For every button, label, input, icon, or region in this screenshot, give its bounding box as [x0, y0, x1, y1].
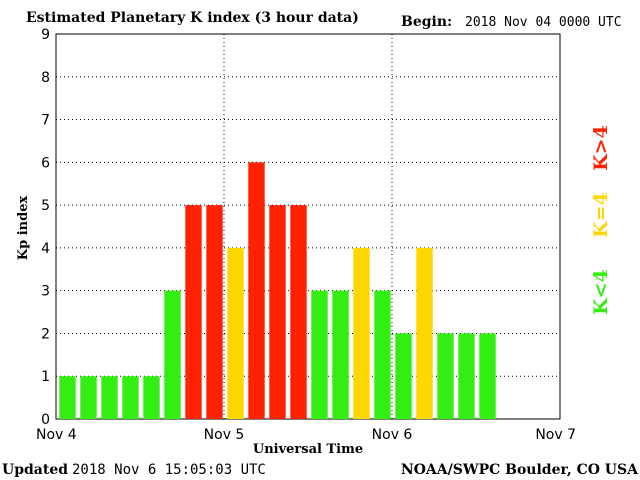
kp-bar: [185, 205, 202, 419]
y-tick-label: 2: [41, 326, 50, 342]
x-tick-label: Nov 7: [535, 427, 576, 443]
kp-bar: [59, 376, 76, 419]
grid-lines: [56, 34, 560, 419]
y-tick-label: 3: [41, 284, 50, 300]
y-axis-label: Kp index: [16, 196, 31, 261]
kp-bar: [227, 247, 244, 419]
y-tick-label: 5: [41, 198, 50, 214]
kp-bar: [122, 376, 139, 419]
x-tick-label: Nov 6: [372, 427, 413, 443]
y-tick-label: 6: [41, 155, 50, 171]
legend-equal: K=4: [590, 192, 612, 238]
y-tick-label: 0: [41, 412, 50, 428]
plot-frame: [55, 33, 561, 420]
legend-above: K>4: [590, 125, 612, 171]
kp-bar: [416, 247, 433, 419]
begin-value: 2018 Nov 04 0000 UTC: [465, 15, 622, 30]
kp-bar: [437, 333, 454, 419]
bars: [59, 162, 496, 420]
updated-label: Updated: [2, 462, 68, 478]
x-tick-labels: Nov 4 Nov 5 Nov 6 Nov 7: [36, 427, 576, 443]
kp-bar: [101, 376, 118, 419]
source-credit: NOAA/SWPC Boulder, CO USA: [401, 462, 639, 478]
kp-bar: [164, 290, 181, 419]
x-tick-label: Nov 4: [36, 427, 77, 443]
y-tick-label: 9: [41, 27, 50, 43]
kp-bar: [395, 333, 412, 419]
kp-bar: [458, 333, 475, 419]
y-tick-label: 8: [41, 70, 50, 86]
x-axis-label: Universal Time: [253, 442, 363, 457]
chart-title: Estimated Planetary K index (3 hour data…: [26, 10, 359, 26]
updated-value: 2018 Nov 6 15:05:03 UTC: [72, 462, 266, 478]
y-tick-labels: 0 1 2 3 4 5 6 7 8 9: [41, 27, 50, 428]
y-tick-label: 1: [41, 369, 50, 385]
kp-bar: [479, 333, 496, 419]
begin-label: Begin:: [401, 14, 452, 30]
kp-bar: [332, 290, 349, 419]
kp-bar: [248, 162, 265, 420]
kp-bar: [311, 290, 328, 419]
kp-bar: [80, 376, 97, 419]
kp-bar: [353, 247, 370, 419]
y-tick-label: 7: [41, 113, 50, 129]
kp-bar: [206, 205, 223, 419]
kp-bar: [269, 205, 286, 419]
kp-bar: [290, 205, 307, 419]
legend-below: K<4: [590, 269, 612, 315]
kp-bar: [374, 290, 391, 419]
y-tick-label: 4: [41, 241, 50, 257]
x-tick-label: Nov 5: [204, 427, 245, 443]
kp-bar: [143, 376, 160, 419]
